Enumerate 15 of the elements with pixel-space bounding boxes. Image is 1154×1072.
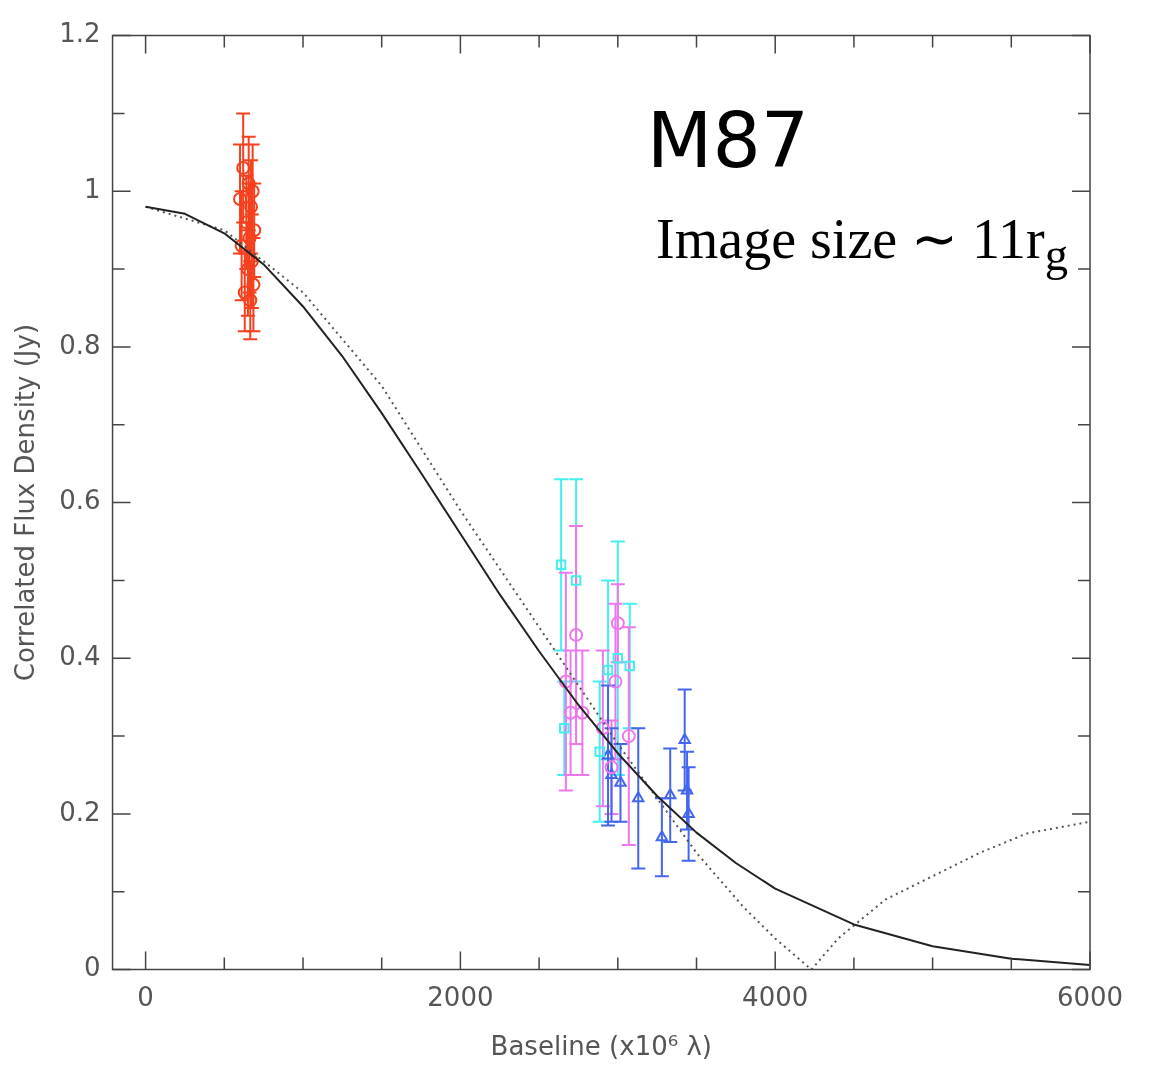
y-tick-label: 1: [84, 174, 101, 205]
x-tick-label: 6000: [1056, 981, 1124, 1012]
text: M87: [645, 96, 811, 185]
x-tick-label: 4000: [742, 981, 809, 1012]
y-tick-label: 1.2: [59, 18, 101, 49]
y-tick-label: 0: [84, 952, 101, 983]
x-tick-label: 0: [137, 981, 154, 1012]
y-tick-label: 0.2: [59, 796, 101, 827]
annotation: Image size ∼ 11r$_{g}$: [655, 207, 1068, 282]
x-tick-label: 2000: [427, 981, 494, 1012]
y-axis-title: Correlated Flux Density (Jy): [10, 323, 41, 682]
y-tick-label: 0.8: [59, 329, 101, 360]
y-tick-label: 0.6: [59, 485, 101, 516]
y-tick-label: 0.4: [59, 641, 101, 672]
x-axis-title: Baseline (x10⁶ λ): [490, 1031, 712, 1062]
